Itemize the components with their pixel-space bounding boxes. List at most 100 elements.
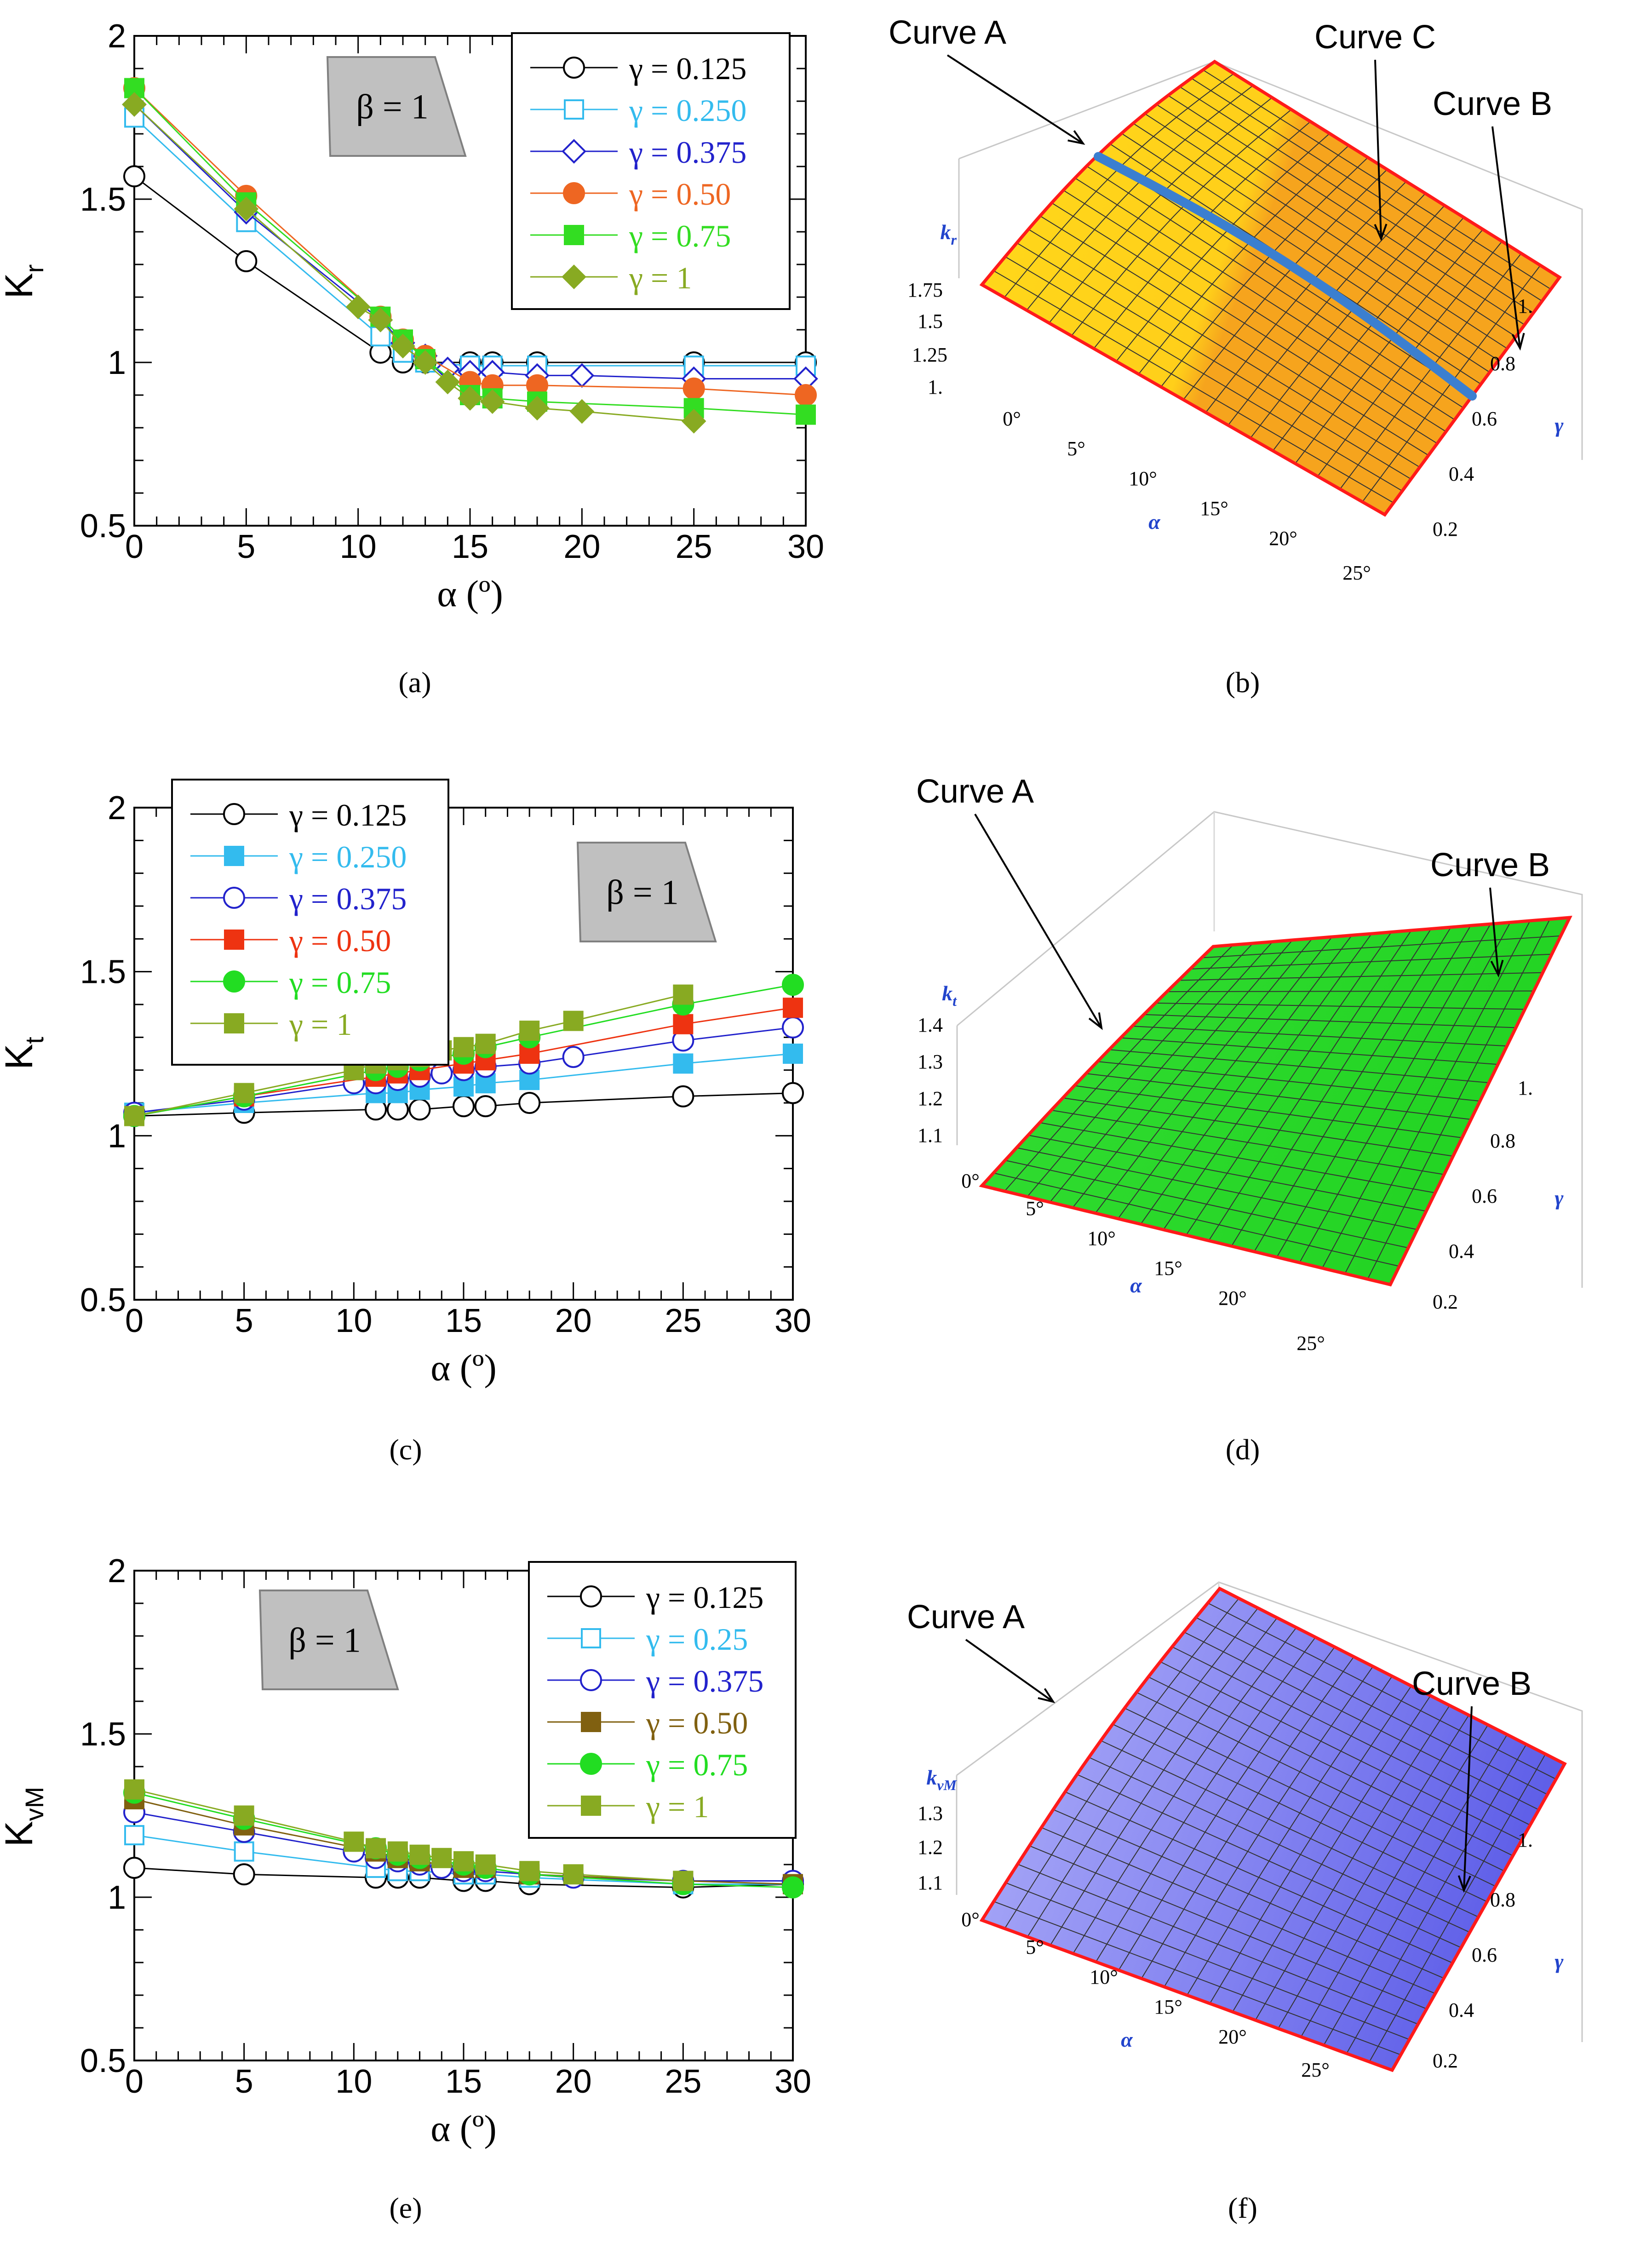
panel-label: (f) — [1228, 2192, 1257, 2224]
x-tick-label: 30 — [774, 2063, 811, 2100]
legend-label: γ = 0.25 — [646, 1622, 748, 1657]
z-tick-label: 1.25 — [912, 344, 947, 366]
x-tick-label: 5° — [1026, 1197, 1044, 1220]
series-line-0 — [134, 1867, 793, 1888]
y-tick-label: 0.2 — [1433, 518, 1458, 540]
data-point — [782, 1082, 804, 1104]
data-point — [453, 1095, 475, 1118]
legend-label: γ = 0.375 — [629, 135, 746, 170]
legend-label: γ = 1 — [629, 260, 692, 295]
data-point — [782, 1876, 804, 1899]
data-point — [234, 1083, 254, 1103]
y-axis-label-sub: r — [20, 264, 49, 273]
mesh-line — [1163, 933, 1372, 1230]
annotation-arrow — [974, 813, 1102, 1029]
panel-label: (a) — [398, 666, 431, 699]
mesh-line — [1050, 1617, 1278, 1946]
data-point — [387, 1841, 408, 1862]
curve-c-line — [1094, 152, 1477, 401]
x-tick-label: 30 — [774, 1303, 811, 1339]
z-tick-label: 1.5 — [918, 310, 943, 333]
x-tick-label: 15 — [445, 2063, 482, 2100]
legend-label: γ = 1 — [289, 1007, 352, 1042]
beta-label: β = 1 — [288, 1621, 361, 1659]
annotation-arrow — [965, 1639, 1054, 1703]
data-point — [796, 404, 816, 425]
box-edge — [956, 1581, 1583, 2042]
x-tick-label: 10 — [335, 2063, 372, 2100]
data-point — [683, 377, 705, 400]
data-point — [569, 399, 595, 424]
mesh-line — [1232, 1695, 1431, 2012]
data-point — [368, 307, 393, 333]
y-tick-label: 0.2 — [1433, 1291, 1458, 1313]
mesh-line — [1141, 1656, 1354, 1979]
mesh-line — [1183, 169, 1388, 400]
mesh-line — [1004, 944, 1233, 1192]
annotation-arrow — [1374, 59, 1382, 239]
series-line-1 — [134, 1053, 793, 1113]
x-tick-label: 0 — [125, 1303, 143, 1339]
z-tick-label: 1.4 — [918, 1014, 943, 1036]
data-point — [453, 1037, 474, 1057]
y-axis-label-text: KvM — [0, 1787, 49, 1847]
data-point — [475, 1033, 496, 1054]
mesh-line — [1116, 133, 1330, 362]
y-tick-label: 1 — [108, 1118, 126, 1154]
mesh-line — [1205, 181, 1407, 413]
legend-label: γ = 0.50 — [629, 177, 731, 212]
mesh-line — [1299, 924, 1491, 1263]
annotation-arrowhead — [1038, 1688, 1055, 1704]
mesh-line — [1095, 1637, 1316, 1963]
z-tick-label: 1.1 — [918, 1871, 943, 1894]
annotation-arrowhead — [1490, 959, 1504, 978]
legend-marker — [564, 99, 584, 120]
data-point — [123, 1857, 145, 1879]
mesh-line — [1027, 1607, 1259, 1937]
mesh-line — [1276, 925, 1471, 1257]
x-tick-label: 15° — [1154, 1996, 1182, 2018]
annotation-label: Curve A — [907, 1599, 1025, 1636]
annotation-label: Curve B — [1433, 86, 1552, 122]
legend-label: γ = 0.125 — [629, 51, 746, 86]
annotation-arrowhead — [1067, 130, 1085, 145]
data-point — [458, 386, 482, 411]
data-point — [233, 1863, 255, 1886]
mesh-line — [1209, 1686, 1412, 2004]
x-tick-label: 25 — [665, 2063, 701, 2100]
y-axis-label-main: K — [0, 1821, 40, 1847]
y-tick-label: 1.5 — [80, 181, 126, 218]
y-tick-label: 0.4 — [1449, 1999, 1474, 2021]
z-tick-label: 1.2 — [918, 1836, 943, 1859]
chart-panel-a: 0 5 10 15 20 25 30 0.5 1 1.5 2 α (º) Kr γ = 0.125 γ = … — [0, 18, 824, 699]
data-point — [390, 333, 415, 359]
legend-label: γ = 0.75 — [289, 965, 391, 1000]
x-tick-label: 15° — [1154, 1257, 1182, 1280]
surface-edge — [979, 59, 1562, 517]
y-tick-label: 0.6 — [1472, 1944, 1497, 1966]
z-tick-label: 1.2 — [918, 1087, 943, 1110]
annotation-arrowhead — [1374, 224, 1388, 241]
mesh-line — [1231, 928, 1432, 1246]
legend-box — [511, 32, 791, 310]
data-point — [480, 389, 505, 414]
data-point — [519, 1861, 540, 1882]
legend-marker — [581, 1712, 601, 1732]
x-tick-label: 15° — [1200, 497, 1228, 520]
y-tick-label: 0.8 — [1490, 1888, 1515, 1911]
mesh-line — [1322, 922, 1511, 1268]
mesh-line — [1004, 1598, 1239, 1929]
legend-marker — [562, 139, 586, 164]
data-point — [783, 1044, 803, 1064]
x-tick-label: 0 — [125, 2063, 143, 2100]
data-point — [345, 294, 371, 320]
surface-edge — [979, 916, 1572, 1287]
mesh-line — [1073, 1627, 1297, 1954]
data-point — [563, 1864, 584, 1885]
z-axis-label: kvM — [926, 1766, 957, 1793]
data-point — [235, 250, 258, 272]
y-tick-label: 0.5 — [80, 508, 126, 545]
box-edge — [957, 811, 1583, 1288]
z-axis-label-sub: vM — [937, 1777, 957, 1793]
mesh-line — [1071, 109, 1292, 336]
